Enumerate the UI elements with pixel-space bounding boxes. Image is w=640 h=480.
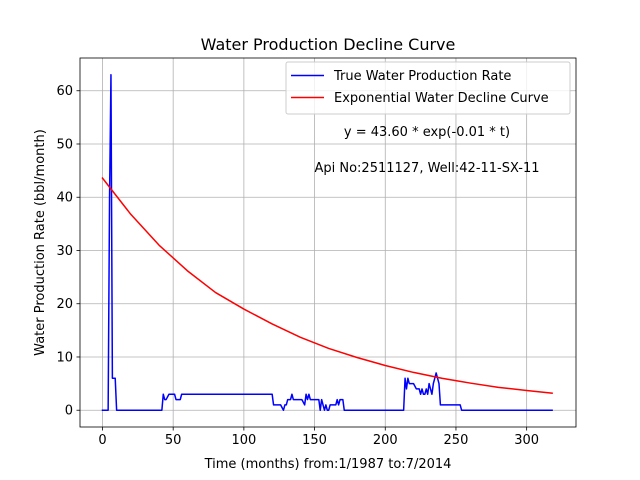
legend: True Water Production Rate Exponential W… (285, 61, 571, 115)
legend-box (285, 61, 571, 115)
x-tick-label: 250 (444, 433, 469, 448)
x-tick-label: 50 (165, 433, 182, 448)
y-tick-label: 20 (56, 297, 73, 312)
series-line-true-water-production-rate (101, 74, 553, 411)
equation-annotation: y = 43.60 * exp(-0.01 * t) (344, 125, 510, 140)
x-tick-label: 150 (302, 433, 327, 448)
ticks: 0 50 100 150 200 250 300 0 10 20 30 40 50 60 (56, 84, 539, 448)
series-group (101, 74, 553, 411)
x-axis-label: Time (months) from:1/1987 to:7/2014 (204, 457, 452, 472)
axes-frame (79, 57, 577, 428)
y-tick-label: 50 (56, 137, 73, 152)
legend-label-decline-curve: Exponential Water Decline Curve (334, 91, 549, 106)
y-axis-label: Water Production Rate (bbl/month) (33, 129, 48, 356)
x-tick-label: 100 (231, 433, 256, 448)
well-annotation: Api No:2511127, Well:42-11-SX-11 (314, 161, 539, 176)
y-tick-label: 0 (65, 404, 73, 419)
x-tick-label: 300 (514, 433, 539, 448)
x-tick-label: 0 (98, 433, 106, 448)
series-line-exponential-water-decline-curve (101, 177, 553, 395)
y-tick-label: 30 (56, 244, 73, 259)
y-tick-label: 60 (56, 84, 73, 99)
chart-title: Water Production Decline Curve (201, 35, 456, 54)
legend-label-true-rate: True Water Production Rate (333, 69, 511, 84)
y-tick-label: 10 (56, 350, 73, 365)
y-tick-label: 40 (56, 191, 73, 206)
x-tick-label: 200 (373, 433, 398, 448)
